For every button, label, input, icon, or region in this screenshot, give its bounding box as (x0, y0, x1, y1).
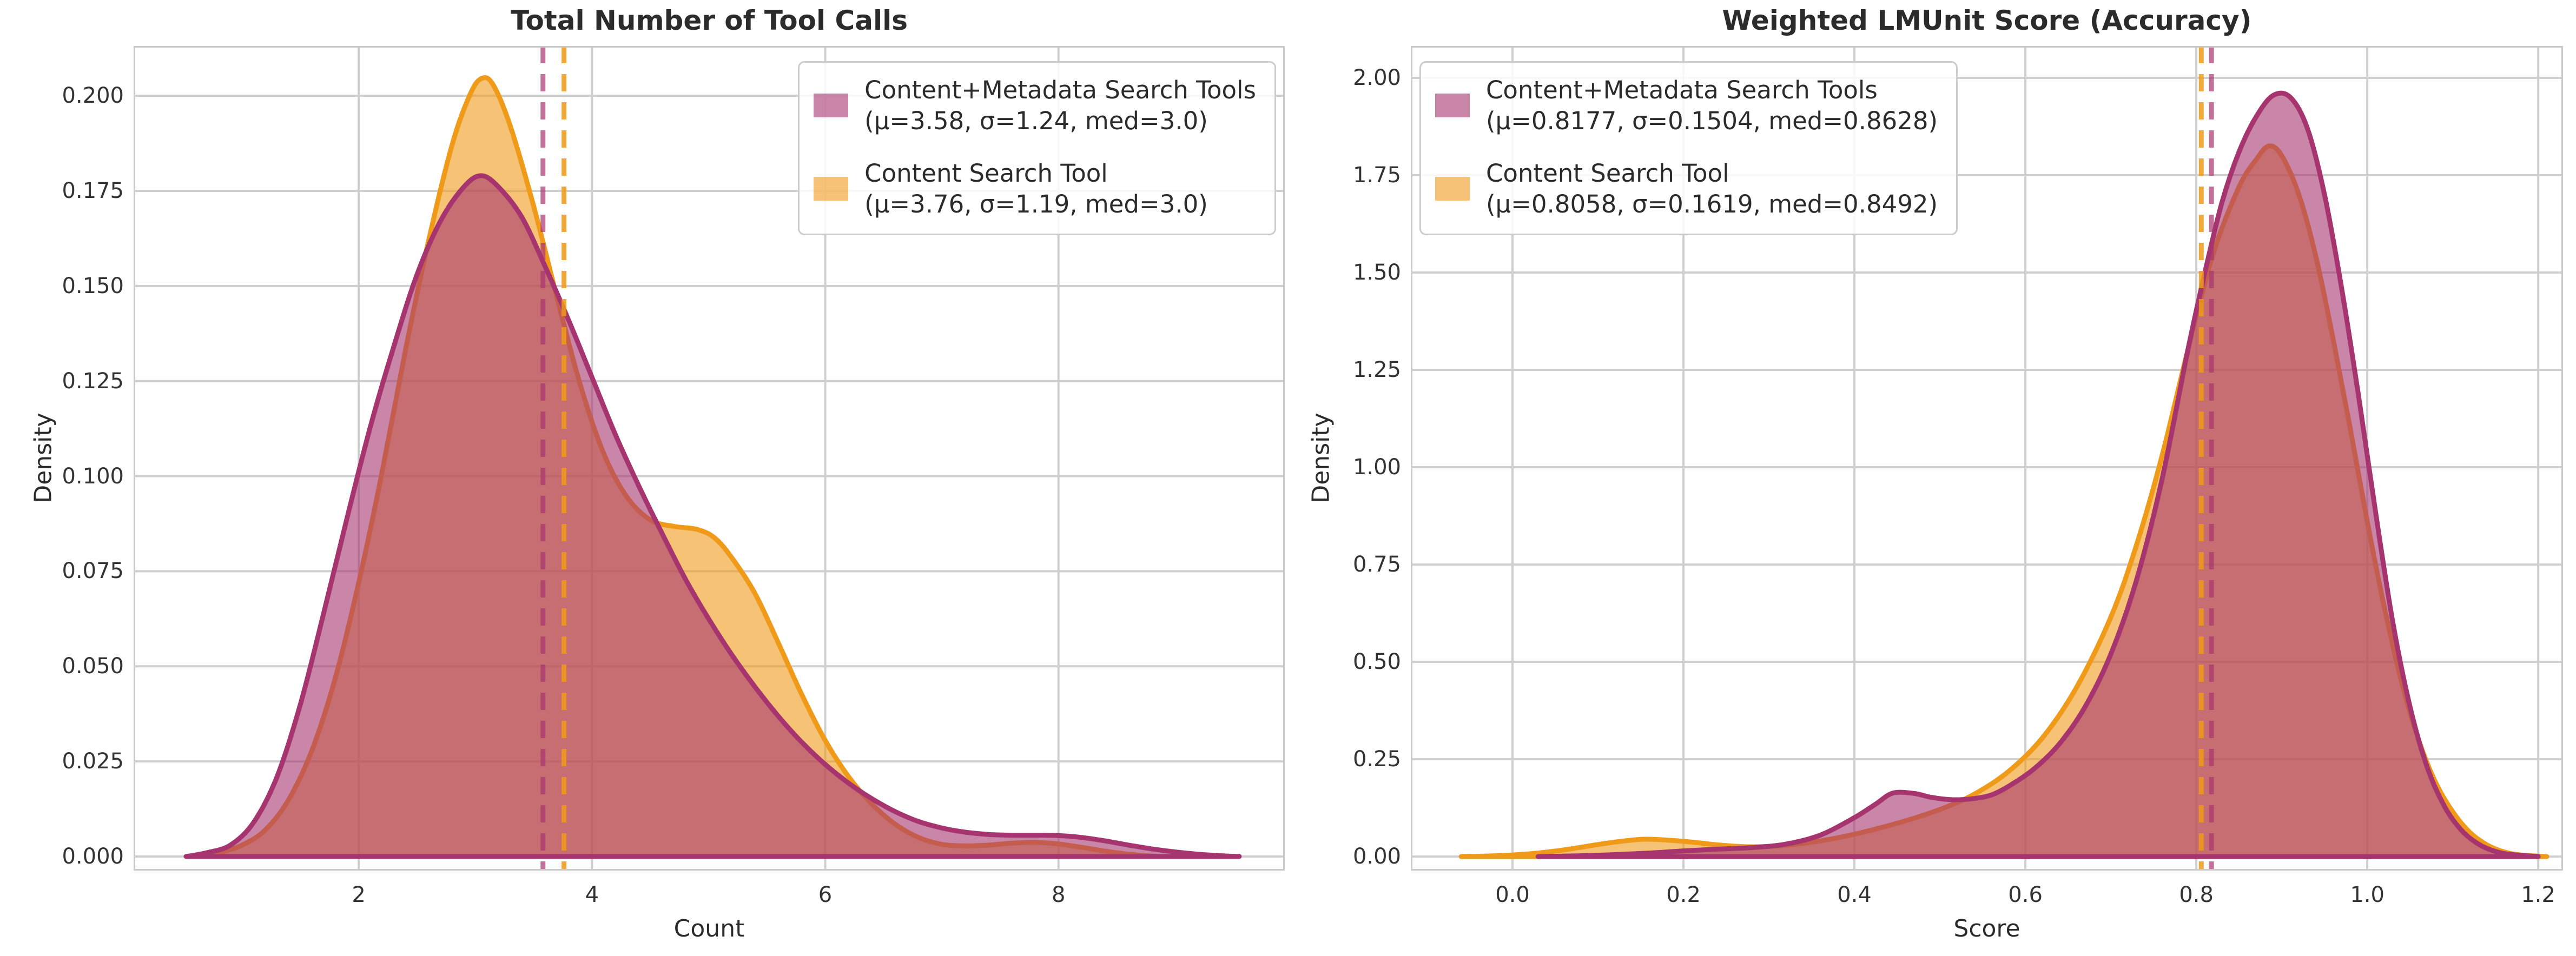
y-tick-label: 1.25 (1352, 357, 1401, 383)
kde-plot-canvas (1411, 46, 2563, 871)
x-tick-label: 0.2 (1666, 882, 1701, 907)
y-tick-label: 0.00 (1352, 844, 1401, 869)
legend-label: Content+Metadata Search Tools (μ=0.8177, … (1486, 75, 1938, 136)
legend-entry: Content Search Tool (μ=0.8058, σ=0.1619, … (1435, 158, 1938, 220)
y-tick-label: 0.125 (62, 368, 124, 394)
x-tick-label: 6 (818, 882, 833, 907)
legend-label-line: (μ=0.8177, σ=0.1504, med=0.8628) (1486, 107, 1938, 135)
axes-spines (134, 46, 1285, 871)
x-tick-label: 1.2 (2521, 882, 2555, 907)
x-tick-label: 1.0 (2350, 882, 2385, 907)
right-chart-title: Weighted LMUnit Score (Accuracy) (1722, 5, 2252, 36)
y-tick-label: 0.175 (62, 178, 124, 203)
legend-swatch (1435, 94, 1470, 117)
y-tick-label: 1.75 (1352, 163, 1401, 188)
legend-entry: Content Search Tool (μ=3.76, σ=1.19, med=… (814, 158, 1256, 220)
legend-entry: Content+Metadata Search Tools (μ=0.8177, … (1435, 75, 1938, 136)
legend: Content+Metadata Search Tools (μ=3.58, σ=… (798, 61, 1276, 235)
kde-area-content-metadata-search-tools (1535, 90, 2541, 859)
x-tick-label: 2 (352, 882, 366, 907)
kde-area-content-metadata-search-tools (183, 173, 1242, 859)
y-tick-label: 0.075 (62, 559, 124, 584)
y-tick-label: 0.25 (1352, 747, 1401, 772)
left-chart-xlabel: Count (673, 915, 745, 942)
legend-label: Content Search Tool (μ=0.8058, σ=0.1619, … (1486, 158, 1938, 220)
x-tick-label: 0.8 (2179, 882, 2214, 907)
y-tick-label: 0.000 (62, 844, 124, 869)
legend-label-line: (μ=3.76, σ=1.19, med=3.0) (864, 190, 1208, 218)
right-chart-axes: 0.0 0.2 0.4 0.6 0.8 1.0 1.2 0.00 0.25 0.50 0.75 1.0… (1353, 46, 2563, 907)
legend-label: Content Search Tool (μ=3.76, σ=1.19, med=… (864, 158, 1208, 220)
x-tick-label: 0.4 (1837, 882, 1872, 907)
legend-swatch (814, 94, 849, 117)
y-tick-label: 0.050 (62, 654, 124, 679)
legend-label: Content+Metadata Search Tools (μ=3.58, σ=… (864, 75, 1256, 136)
y-tick-label: 2.00 (1352, 65, 1401, 91)
x-tick-label: 0.0 (1495, 882, 1530, 907)
legend-label-line: Content+Metadata Search Tools (864, 76, 1256, 104)
legend-label-line: Content+Metadata Search Tools (1486, 76, 1878, 104)
right-chart-xlabel: Score (1953, 915, 2020, 942)
y-tick-label: 0.150 (62, 273, 124, 298)
legend-swatch (814, 177, 849, 201)
x-tick-label: 4 (585, 882, 599, 907)
legend-label-line: (μ=3.58, σ=1.24, med=3.0) (864, 107, 1208, 135)
y-tick-label: 0.200 (62, 83, 124, 109)
legend-label-line: Content Search Tool (864, 159, 1108, 188)
y-tick-label: 1.50 (1352, 260, 1401, 286)
legend-entry: Content+Metadata Search Tools (μ=3.58, σ=… (814, 75, 1256, 136)
left-chart-ylabel: Density (29, 413, 57, 503)
left-chart-title: Total Number of Tool Calls (510, 5, 908, 36)
legend: Content+Metadata Search Tools (μ=0.8177, … (1419, 61, 1958, 235)
axes-spines (1411, 46, 2563, 871)
legend-label-line: Content Search Tool (1486, 159, 1729, 188)
x-tick-label: 0.6 (2008, 882, 2043, 907)
y-tick-label: 0.025 (62, 749, 124, 774)
legend-label-line: (μ=0.8058, σ=0.1619, med=0.8492) (1486, 190, 1938, 218)
kde-plot-canvas (134, 46, 1285, 871)
y-tick-label: 0.50 (1352, 649, 1401, 675)
right-chart-ylabel: Density (1307, 413, 1335, 503)
x-tick-label: 8 (1051, 882, 1066, 907)
left-chart-axes: 2 4 6 8 0.000 0.025 0.050 0.075 0.100 0.125 0.150 0… (62, 46, 1285, 907)
legend-swatch (1435, 177, 1470, 201)
y-tick-label: 0.75 (1352, 552, 1401, 577)
